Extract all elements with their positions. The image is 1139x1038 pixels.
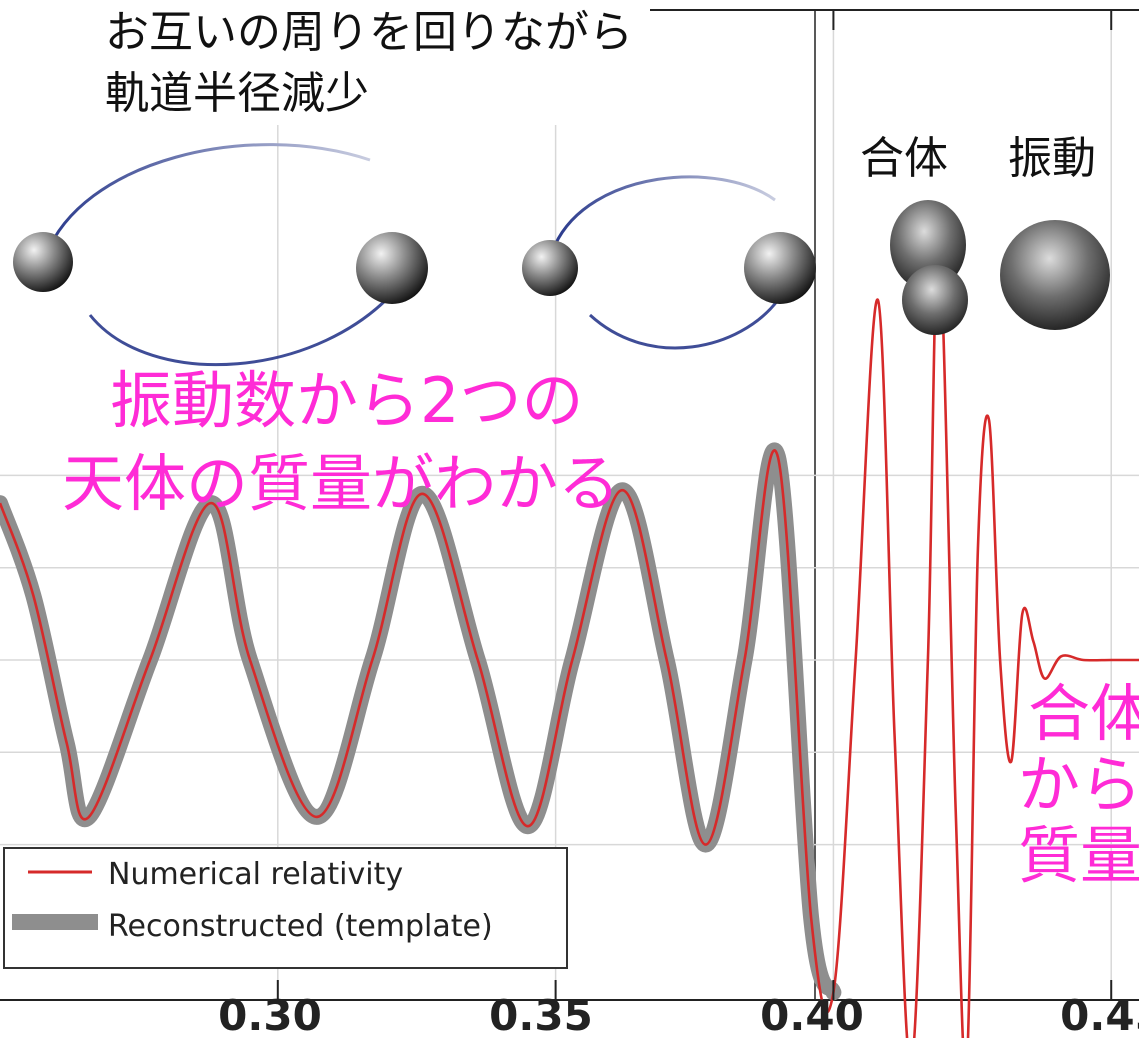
- x-tick-label-0.30: 0.30: [218, 991, 322, 1038]
- x-tick-label-0.45: 0.45: [1060, 991, 1139, 1038]
- annotation-orbit-line1: お互いの周りを回りながら: [105, 7, 633, 58]
- annotation-merge: 合体: [860, 133, 948, 184]
- annotation-mass-line1: 振動数から2つの: [110, 364, 583, 437]
- annotation-backdrop: [0, 0, 650, 125]
- annotation-final-line1: 合体: [1028, 677, 1139, 750]
- merging-black-hole-icon: [890, 200, 968, 335]
- orbit-path-icon: [43, 143, 371, 259]
- numerical-relativity-series: [0, 232, 1139, 1038]
- black-hole-sphere-icon: [356, 232, 428, 304]
- orbit-illustration-1: [13, 143, 428, 367]
- orbit-path-icon: [553, 175, 776, 246]
- black-hole-sphere-icon: [744, 232, 816, 304]
- black-hole-sphere-icon: [13, 232, 73, 292]
- legend: Numerical relativity Reconstructed (temp…: [3, 847, 568, 969]
- annotation-mass-line2: 天体の質量がわかる: [62, 447, 620, 520]
- annotation-final-line3: 質量: [1018, 819, 1139, 892]
- x-tick-label-0.40: 0.40: [760, 991, 864, 1038]
- annotation-ringdown: 振動: [1008, 133, 1096, 184]
- annotation-final-line2: から: [1018, 748, 1139, 821]
- annotation-orbit: お互いの周りを回りながら 軌道半径減少: [105, 7, 633, 119]
- black-hole-sphere-icon: [522, 240, 578, 296]
- annotation-mass: 振動数から2つの 天体の質量がわかる: [62, 364, 620, 520]
- annotation-final-mass: 合体 から 質量: [1018, 677, 1139, 892]
- legend-swatch-reconstructed: [12, 914, 98, 930]
- x-axis-tick-labels: 0.30 0.35 0.40 0.45: [218, 991, 1139, 1038]
- annotation-orbit-line2: 軌道半径減少: [105, 68, 369, 119]
- legend-label-numerical-relativity: Numerical relativity: [108, 857, 403, 892]
- ringdown-black-hole-icon: [1000, 220, 1110, 330]
- x-tick-label-0.35: 0.35: [489, 991, 593, 1038]
- legend-label-reconstructed: Reconstructed (template): [108, 909, 493, 944]
- orbit-illustration-2: [522, 175, 816, 350]
- chart-grid: [0, 12, 1139, 998]
